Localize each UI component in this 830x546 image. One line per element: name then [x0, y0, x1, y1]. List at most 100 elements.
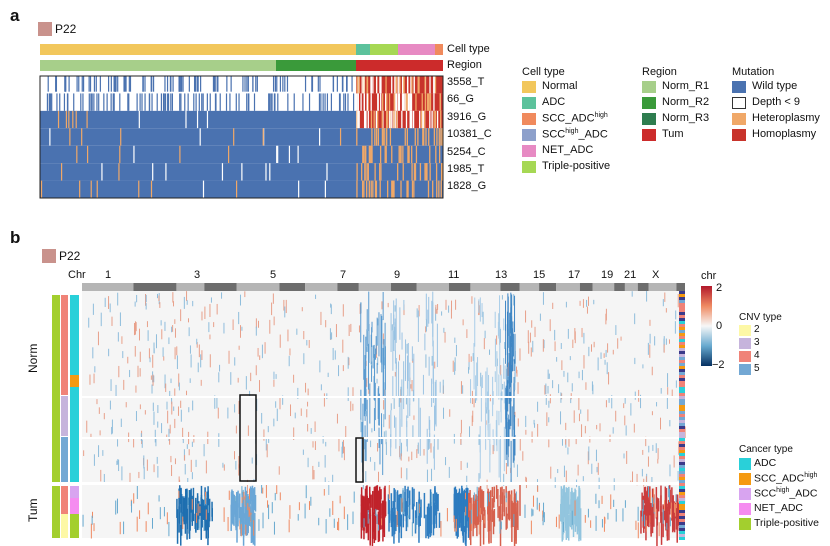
cnv-noise	[525, 415, 527, 428]
cnv-noise	[197, 503, 199, 516]
cnv-tumor-block	[457, 500, 460, 516]
cnv-tumor-block	[473, 503, 475, 525]
chromosome-label: 21	[624, 269, 637, 281]
cnv-noise	[312, 465, 314, 480]
row-annotation-strip	[679, 513, 685, 516]
cnv-noise	[436, 308, 438, 314]
cnv-tumor-block	[191, 506, 193, 522]
cnv-noise	[156, 456, 158, 464]
cnv-band	[384, 346, 386, 390]
cnv-noise	[460, 461, 462, 470]
cnv-heatmap	[52, 283, 686, 546]
cnv-tumor-block	[565, 501, 567, 528]
cnv-band	[382, 436, 384, 476]
cnv-noise	[385, 442, 387, 455]
cnv-tumor-block	[656, 498, 658, 525]
cnv-band	[473, 357, 475, 390]
cnv-band	[470, 379, 472, 404]
cnv-tumor-block	[426, 506, 429, 537]
cnv-noise	[318, 517, 320, 526]
cnv-tumor-block	[429, 507, 431, 538]
cnv-tumor-block	[250, 511, 253, 543]
cnv-tumor-block	[579, 508, 582, 541]
mutation-tick	[200, 76, 202, 92]
cnv-noise	[496, 335, 498, 345]
cnv-tumor-block	[252, 492, 255, 509]
cnv-tumor-block	[674, 510, 676, 530]
cnv-noise	[624, 415, 626, 426]
cnv-noise	[96, 399, 98, 405]
cnv-noise	[153, 375, 155, 383]
cnv-band	[507, 380, 509, 412]
cnv-band	[392, 376, 394, 399]
cnv-type-bar	[61, 486, 68, 514]
cnv-tumor-block	[561, 514, 564, 542]
cnv-noise	[678, 320, 680, 333]
cnv-noise	[681, 345, 683, 354]
cnv-noise	[199, 506, 201, 514]
mutation-tick	[217, 76, 219, 92]
row-annotation-strip	[679, 366, 685, 369]
cnv-noise	[102, 450, 104, 456]
mutation-tick	[377, 93, 379, 111]
cnv-noise	[238, 345, 240, 350]
cnv-band	[406, 421, 408, 447]
cnv-band	[428, 296, 430, 324]
cnv-noise	[636, 473, 638, 486]
cnv-noise	[634, 357, 636, 365]
mutation-tick	[48, 93, 50, 111]
cnv-band	[373, 375, 375, 400]
cnv-noise	[262, 487, 264, 494]
legend-item: SCChigh_ADC	[522, 128, 608, 144]
cnv-tumor-block	[365, 486, 367, 521]
cnv-noise	[329, 508, 331, 517]
cnv-noise	[345, 426, 347, 439]
cnv-noise	[237, 377, 239, 383]
cnv-tumor-block	[186, 512, 188, 540]
cnv-noise	[595, 515, 597, 531]
cnv-tumor-block	[379, 510, 381, 527]
cnv-tumor-block	[460, 493, 462, 506]
cnv-tumor-block	[458, 488, 461, 506]
cnv-noise	[519, 348, 521, 361]
cnv-noise	[98, 407, 100, 414]
cnv-tumor-block	[456, 511, 459, 539]
cnv-tumor-block	[464, 512, 467, 545]
cnv-tumor-block	[493, 508, 496, 527]
cnv-noise	[623, 453, 625, 459]
cnv-noise	[534, 326, 536, 338]
mutation-tick	[427, 93, 430, 111]
cnv-type-legend-title: CNV type	[739, 312, 782, 323]
cnv-noise	[612, 427, 614, 434]
mutation-tick	[342, 76, 344, 92]
cnv-noise	[218, 372, 220, 383]
cnv-tumor-block	[571, 487, 573, 500]
cnv-tumor-block	[240, 509, 242, 536]
cnv-tumor-block	[501, 492, 504, 521]
mutation-tick	[193, 93, 195, 111]
cnv-band	[432, 291, 434, 337]
cnv-tumor-block	[651, 488, 654, 502]
cnv-tumor-block	[505, 486, 507, 499]
cnv-noise	[343, 446, 345, 461]
cnv-tumor-block	[398, 501, 400, 516]
mutation-tick	[429, 93, 432, 111]
cnv-tumor-block	[560, 503, 562, 522]
mutation-tick	[318, 93, 321, 111]
cnv-tumor-block	[562, 488, 564, 509]
cnv-band	[499, 327, 501, 374]
cnv-noise	[166, 512, 168, 525]
cnv-noise	[637, 522, 639, 539]
cnv-band	[432, 361, 434, 403]
cnv-tumor-block	[402, 490, 404, 509]
cnv-band	[403, 361, 405, 410]
cnv-tumor-block	[664, 514, 667, 527]
cnv-tumor-block	[665, 504, 667, 516]
cnv-noise	[446, 508, 448, 522]
cnv-noise	[663, 336, 665, 346]
cnv-tumor-block	[382, 511, 384, 529]
mutation-tick	[356, 110, 358, 129]
cnv-tumor-block	[572, 495, 575, 510]
cnv-noise	[209, 354, 211, 368]
cnv-noise	[131, 500, 133, 513]
